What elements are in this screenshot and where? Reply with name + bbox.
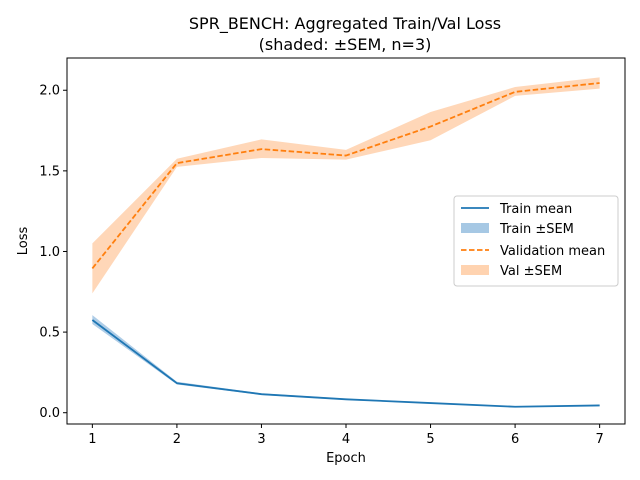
x-axis-label: Epoch: [326, 451, 366, 466]
x-tick-label: 5: [426, 432, 434, 447]
x-tick-label: 6: [511, 432, 519, 447]
x-tick-label: 1: [88, 432, 96, 447]
y-axis: 0.0 0.5 1.0 1.5 2.0: [39, 84, 67, 421]
y-tick-label: 1.5: [39, 164, 60, 179]
train-mean-line: [91, 319, 600, 408]
y-tick-label: 2.0: [39, 84, 60, 99]
legend-frame: [453, 195, 619, 287]
x-tick-label: 2: [173, 432, 181, 447]
plot-area: [91, 77, 600, 408]
y-tick-label: 0.5: [39, 326, 60, 341]
legend-val-sem-swatch: [461, 265, 489, 275]
chart-subtitle: (shaded: ±SEM, n=3): [259, 35, 432, 54]
legend-train-sem-label: Train ±SEM: [499, 222, 574, 237]
legend-val-mean-label: Validation mean: [500, 244, 605, 259]
x-axis: 1 2 3 4 5 6 7: [88, 424, 604, 447]
y-axis-label: Loss: [16, 227, 31, 256]
legend-train-mean-label: Train mean: [499, 202, 572, 217]
train-sem-band: [92, 315, 600, 408]
x-tick-label: 7: [595, 432, 603, 447]
legend: Train mean Train ±SEM Validation mean Va…: [453, 195, 619, 287]
legend-val-sem-label: Val ±SEM: [500, 264, 562, 279]
val-mean-line: [91, 82, 600, 269]
y-tick-label: 1.0: [39, 245, 60, 260]
x-tick-label: 4: [342, 432, 350, 447]
chart-title: SPR_BENCH: Aggregated Train/Val Loss: [189, 14, 501, 34]
y-tick-label: 0.0: [39, 406, 60, 421]
x-tick-label: 3: [257, 432, 265, 447]
legend-train-sem-swatch: [461, 223, 489, 233]
